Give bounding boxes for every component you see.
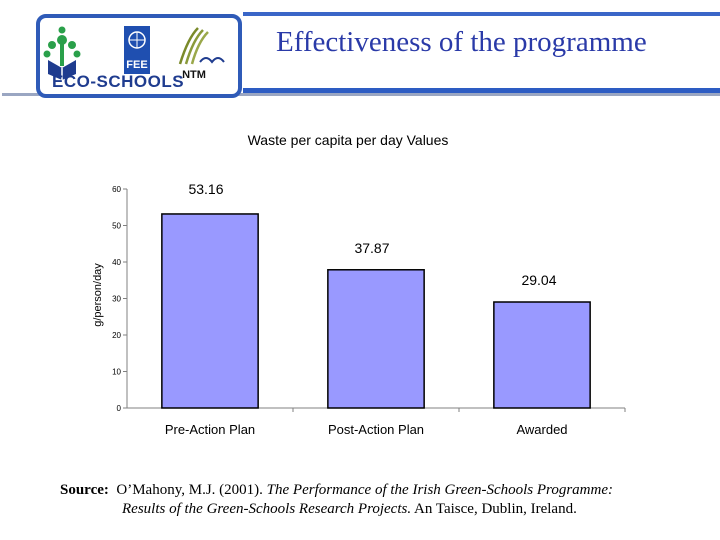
svg-text:FEE: FEE [126, 59, 147, 71]
data-label: 29.04 [521, 272, 556, 288]
eco-schools-logo: FEE NTM ECO-SCHOOLS [36, 14, 242, 98]
header-top-rule [243, 12, 720, 16]
eco-schools-wordmark: ECO-SCHOOLS [52, 72, 185, 91]
y-tick-label: 50 [112, 222, 121, 231]
bar-3 [493, 301, 591, 409]
y-tick-label: 40 [112, 258, 121, 267]
ntm-logo: NTM [178, 27, 225, 81]
svg-text:NTM: NTM [182, 69, 206, 81]
x-tick-label: Post-Action Plan [328, 422, 424, 437]
y-tick-label: 60 [112, 185, 121, 194]
x-tick-label: Pre-Action Plan [165, 422, 255, 437]
header-bottom-rule [243, 88, 720, 93]
source-citation: Source: O’Mahony, M.J. (2001). The Perfo… [60, 481, 700, 519]
page-title: Effectiveness of the programme [276, 26, 647, 58]
fee-logo: FEE [124, 26, 150, 74]
x-tick-label: Awarded [516, 422, 567, 437]
logo-graphics: FEE NTM [43, 26, 225, 81]
chart-title: Waste per capita per day Values [248, 132, 449, 148]
source-publisher: An Taisce, Dublin, Ireland. [414, 501, 577, 517]
source-author: O’Mahony, M.J. (2001). [116, 482, 263, 498]
tree-icon [43, 26, 81, 80]
y-axis-label: g/person/day [92, 263, 104, 327]
source-work-title-part2: Results of the Green-Schools Research Pr… [122, 501, 412, 517]
bar-2 [327, 269, 425, 409]
y-tick-label: 0 [117, 404, 122, 413]
y-tick-label: 20 [112, 331, 121, 340]
bar-1 [161, 213, 259, 409]
y-tick-label: 10 [112, 368, 121, 377]
source-label: Source: [60, 482, 109, 498]
data-label: 37.87 [354, 240, 389, 256]
data-label: 53.16 [188, 181, 223, 197]
header-bottom-shadow [2, 93, 720, 96]
y-tick-label: 30 [112, 295, 121, 304]
source-work-title-part1: The Performance of the Irish Green-Schoo… [266, 482, 613, 498]
